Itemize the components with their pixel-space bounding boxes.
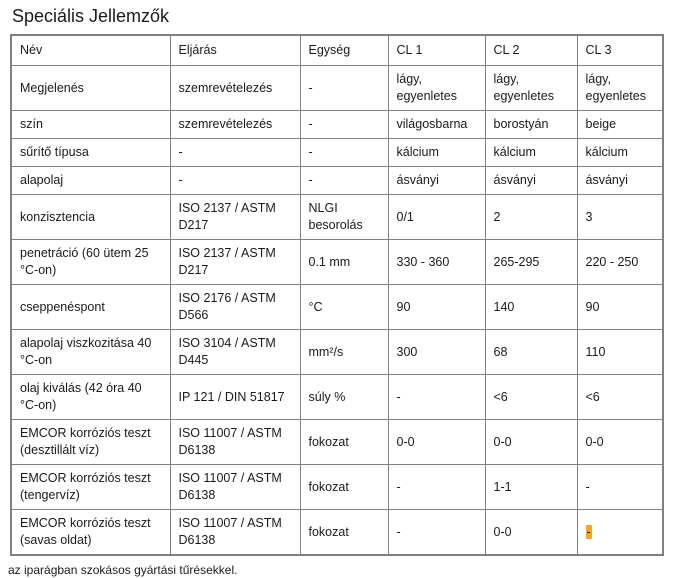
- table-cell: konzisztencia: [10, 194, 171, 240]
- table-cell: olaj kiválás (42 óra 40 °C-on): [10, 374, 171, 420]
- table-cell: ISO 11007 / ASTM D6138: [169, 464, 301, 510]
- table-header-row: Név Eljárás Egység CL 1 CL 2 CL 3: [10, 34, 664, 66]
- table-cell: ISO 2137 / ASTM D217: [169, 239, 301, 285]
- table-cell: szemrevételezés: [169, 65, 301, 111]
- table-cell: mm²/s: [299, 329, 389, 375]
- column-header-5: CL 2: [484, 34, 578, 66]
- table-row: penetráció (60 ütem 25 °C-on) ISO 2137 / …: [10, 239, 664, 285]
- table-cell: ásványi: [484, 166, 578, 195]
- table-cell: beige: [576, 110, 664, 139]
- table-cell: kálcium: [576, 138, 664, 167]
- table-cell: <6: [484, 374, 578, 420]
- table-cell: 330 - 360: [387, 239, 486, 285]
- table-cell: lágy, egyenletes: [484, 65, 578, 111]
- table-cell: 2: [484, 194, 578, 240]
- table-cell: 68: [484, 329, 578, 375]
- table-cell: 90: [576, 284, 664, 330]
- table-cell: lágy, egyenletes: [387, 65, 486, 111]
- column-header-2: Eljárás: [169, 34, 301, 66]
- table-cell: kálcium: [387, 138, 486, 167]
- table-row: EMCOR korróziós teszt (savas oldat) ISO 1…: [10, 509, 664, 556]
- table-row: cseppenéspont ISO 2176 / ASTM D566 °C 90 140…: [10, 284, 664, 330]
- table-cell: alapolaj: [10, 166, 171, 195]
- table-cell: 0-0: [576, 419, 664, 465]
- table-cell: szín: [10, 110, 171, 139]
- table-cell: EMCOR korróziós teszt (desztillált víz): [10, 419, 171, 465]
- table-cell: Megjelenés: [10, 65, 171, 111]
- table-cell: cseppenéspont: [10, 284, 171, 330]
- table-row: olaj kiválás (42 óra 40 °C-on) IP 121 / D…: [10, 374, 664, 420]
- table-cell: -: [576, 509, 664, 556]
- table-cell: -: [299, 65, 389, 111]
- table-cell: -: [299, 110, 389, 139]
- table-cell: kálcium: [484, 138, 578, 167]
- table-cell: világosbarna: [387, 110, 486, 139]
- table-cell: ISO 3104 / ASTM D445: [169, 329, 301, 375]
- table-cell: IP 121 / DIN 51817: [169, 374, 301, 420]
- table-cell: 110: [576, 329, 664, 375]
- table-cell: -: [387, 374, 486, 420]
- table-cell: borostyán: [484, 110, 578, 139]
- table-cell: -: [169, 166, 301, 195]
- table-cell: ISO 2137 / ASTM D217: [169, 194, 301, 240]
- table-row: EMCOR korróziós teszt (tengervíz) ISO 110…: [10, 464, 664, 510]
- column-header-1: Név: [10, 34, 171, 66]
- table-cell: penetráció (60 ütem 25 °C-on): [10, 239, 171, 285]
- column-header-6: CL 3: [576, 34, 664, 66]
- table-cell: 90: [387, 284, 486, 330]
- table-cell: -: [387, 509, 486, 556]
- table-row: sűrítő típusa - - kálcium kálcium kálcium: [10, 138, 664, 167]
- table-cell: 220 - 250: [576, 239, 664, 285]
- table-cell: 0-0: [484, 509, 578, 556]
- table-cell: szemrevételezés: [169, 110, 301, 139]
- special-characteristics-table: Név Eljárás Egység CL 1 CL 2 CL 3 Megjelenés s…: [10, 34, 664, 556]
- table-cell: EMCOR korróziós teszt (tengervíz): [10, 464, 171, 510]
- table-cell: ISO 11007 / ASTM D6138: [169, 419, 301, 465]
- table-cell: -: [299, 138, 389, 167]
- table-row: alapolaj - - ásványi ásványi ásványi: [10, 166, 664, 195]
- table-cell: ISO 11007 / ASTM D6138: [169, 509, 301, 556]
- table-cell: -: [169, 138, 301, 167]
- footer-note: az iparágban szokásos gyártási tűrésekke…: [8, 563, 238, 577]
- table-cell: fokozat: [299, 509, 389, 556]
- table-cell: súly %: [299, 374, 389, 420]
- table-cell: -: [387, 464, 486, 510]
- table-cell: 300: [387, 329, 486, 375]
- column-header-3: Egység: [299, 34, 389, 66]
- table-cell: sűrítő típusa: [10, 138, 171, 167]
- table-row: konzisztencia ISO 2137 / ASTM D217 NLGI be…: [10, 194, 664, 240]
- table-cell: fokozat: [299, 419, 389, 465]
- table-cell: ISO 2176 / ASTM D566: [169, 284, 301, 330]
- highlighted-text: -: [585, 524, 592, 539]
- table-cell: -: [299, 166, 389, 195]
- table-cell: fokozat: [299, 464, 389, 510]
- table-cell: 0/1: [387, 194, 486, 240]
- table-cell: lágy, egyenletes: [576, 65, 664, 111]
- table-cell: ásványi: [576, 166, 664, 195]
- table-cell: ásványi: [387, 166, 486, 195]
- table-row: EMCOR korróziós teszt (desztillált víz) I…: [10, 419, 664, 465]
- table-cell: NLGI besorolás: [299, 194, 389, 240]
- table-cell: 0-0: [387, 419, 486, 465]
- table-cell: EMCOR korróziós teszt (savas oldat): [10, 509, 171, 556]
- table-row: szín szemrevételezés - világosbarna borostyá…: [10, 110, 664, 139]
- table-cell: 0-0: [484, 419, 578, 465]
- table-cell: <6: [576, 374, 664, 420]
- table-cell: -: [576, 464, 664, 510]
- page-title: Speciális Jellemzők: [12, 6, 170, 26]
- table-row: Megjelenés szemrevételezés - lágy, egyenlet…: [10, 65, 664, 111]
- table-cell: 140: [484, 284, 578, 330]
- table-cell: 0.1 mm: [299, 239, 389, 285]
- table-row: alapolaj viszkozitása 40 °C-on ISO 3104 /…: [10, 329, 664, 375]
- table-cell: °C: [299, 284, 389, 330]
- table-cell: alapolaj viszkozitása 40 °C-on: [10, 329, 171, 375]
- column-header-4: CL 1: [387, 34, 486, 66]
- table-cell: 1-1: [484, 464, 578, 510]
- table-cell: 265-295: [484, 239, 578, 285]
- table-cell: 3: [576, 194, 664, 240]
